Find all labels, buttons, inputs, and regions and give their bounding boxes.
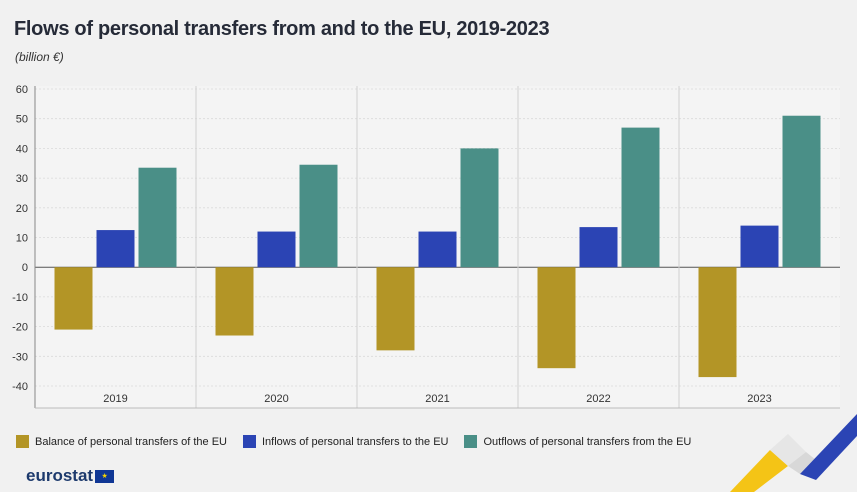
legend-swatch-inflows <box>243 435 256 448</box>
bar-outflows <box>460 148 499 268</box>
legend-item-inflows: Inflows of personal transfers to the EU <box>243 435 448 448</box>
legend-item-balance: Balance of personal transfers of the EU <box>16 435 227 448</box>
eurostat-swoosh-icon <box>730 414 857 492</box>
eu-flag-icon: ★ <box>95 469 115 483</box>
y-tick-label: -40 <box>12 381 28 393</box>
legend-label-balance: Balance of personal transfers of the EU <box>35 435 227 448</box>
y-tick-label: 30 <box>16 173 28 185</box>
bar-inflows <box>579 227 618 268</box>
y-tick-label: 10 <box>16 233 28 245</box>
bar-outflows <box>299 164 338 268</box>
bar-outflows <box>782 115 821 268</box>
x-tick-label: 2021 <box>425 393 449 405</box>
y-tick-label: -10 <box>12 292 28 304</box>
y-tick-label: 50 <box>16 114 28 126</box>
bar-inflows <box>257 231 296 268</box>
y-tick-label: 20 <box>16 203 28 215</box>
x-tick-label: 2022 <box>586 393 610 405</box>
eurostat-logo: eurostat ★ <box>26 466 115 486</box>
legend-swatch-balance <box>16 435 29 448</box>
y-tick-label: -20 <box>12 322 28 334</box>
chart-subtitle: (billion €) <box>15 50 64 64</box>
bar-outflows <box>621 127 660 268</box>
chart-title: Flows of personal transfers from and to … <box>14 18 550 40</box>
y-tick-label: 60 <box>16 84 28 96</box>
legend-item-outflows: Outflows of personal transfers from the … <box>464 435 691 448</box>
legend-label-inflows: Inflows of personal transfers to the EU <box>262 435 449 448</box>
legend-label-outflows: Outflows of personal transfers from the … <box>483 435 692 448</box>
bar-inflows <box>96 230 135 268</box>
y-tick-label: 0 <box>22 262 28 274</box>
bar-balance <box>698 267 737 378</box>
x-tick-label: 2019 <box>103 393 127 405</box>
x-tick-label: 2023 <box>747 393 771 405</box>
bar-balance <box>54 267 93 330</box>
bar-inflows <box>418 231 457 268</box>
bar-balance <box>376 267 415 351</box>
x-tick-label: 2020 <box>264 393 288 405</box>
bar-chart: 60 50 40 30 20 10 0 -10 -20 -30 -40 2019 2020 2021 202… <box>12 84 840 409</box>
bar-outflows <box>138 167 177 268</box>
y-tick-label: 40 <box>16 143 28 155</box>
y-tick-label: -30 <box>12 351 28 363</box>
bar-balance <box>537 267 576 369</box>
eu-flag-stars: ★ <box>101 472 108 480</box>
chart-legend: Balance of personal transfers of the EU … <box>16 435 691 448</box>
legend-swatch-outflows <box>464 435 478 448</box>
eurostat-wordmark: eurostat <box>26 466 94 485</box>
bar-inflows <box>740 225 779 268</box>
bar-balance <box>215 267 254 336</box>
